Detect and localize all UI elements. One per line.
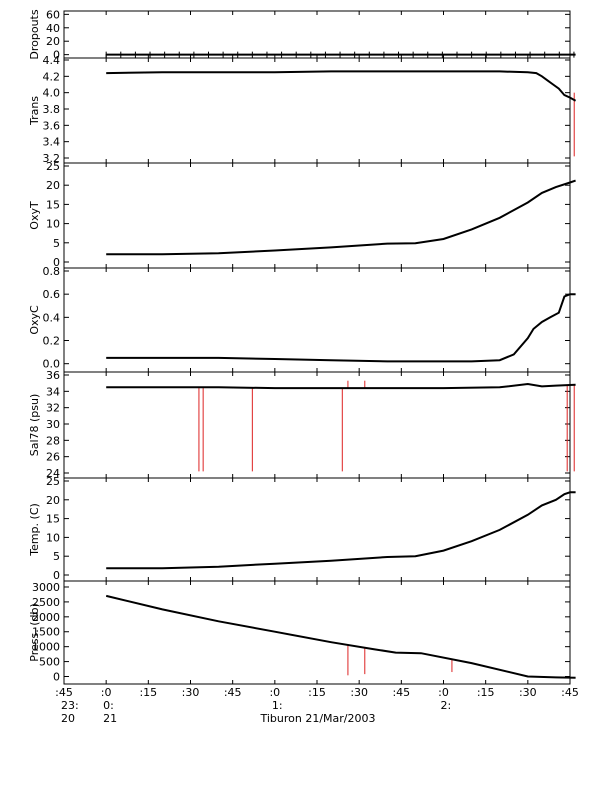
series-line bbox=[106, 491, 576, 570]
series-line bbox=[106, 293, 576, 363]
y-axis-label: OxyT bbox=[28, 201, 41, 230]
x-hour-label: 0: bbox=[103, 699, 114, 712]
y-tick-label: 5 bbox=[53, 237, 60, 250]
panel-frame bbox=[63, 477, 571, 582]
y-axis-label: Dropouts bbox=[28, 9, 41, 59]
y-axis-label: Trans bbox=[28, 96, 41, 126]
y-tick-label: 5 bbox=[53, 550, 60, 563]
y-tick-label: 10 bbox=[46, 218, 60, 231]
y-tick-label: 4.2 bbox=[43, 70, 61, 83]
y-tick-label: 2000 bbox=[32, 611, 60, 624]
y-tick-label: 1000 bbox=[32, 641, 60, 654]
y-tick-label: 0 bbox=[53, 49, 60, 62]
y-tick-label: 20 bbox=[46, 35, 60, 48]
panel-frame bbox=[63, 10, 571, 59]
x-hour-label: 1: bbox=[272, 699, 283, 712]
panel-frame bbox=[63, 162, 571, 269]
y-tick-label: 36 bbox=[46, 369, 60, 382]
y-tick-label: 3.4 bbox=[43, 136, 61, 149]
x-tick-label: :30 bbox=[519, 686, 537, 699]
y-axis-label: OxyC bbox=[28, 305, 41, 335]
series-line bbox=[106, 70, 577, 102]
y-tick-label: 500 bbox=[39, 656, 60, 669]
panel-frame bbox=[63, 267, 571, 373]
x-tick-label: :45 bbox=[392, 686, 410, 699]
x-tick-label: :15 bbox=[308, 686, 326, 699]
x-tick-label: :45 bbox=[561, 686, 579, 699]
y-tick-label: 0.6 bbox=[43, 288, 61, 301]
y-tick-label: 0 bbox=[53, 256, 60, 269]
x-hour-label: 2: bbox=[441, 699, 452, 712]
x-tick-label: :45 bbox=[55, 686, 73, 699]
y-tick-label: 30 bbox=[46, 418, 60, 431]
series-line bbox=[106, 382, 576, 390]
y-tick-label: 2500 bbox=[32, 596, 60, 609]
y-tick-label: 15 bbox=[46, 198, 60, 211]
y-tick-label: 24 bbox=[46, 467, 60, 480]
y-tick-label: 4.0 bbox=[43, 87, 61, 100]
y-tick-label: 26 bbox=[46, 451, 60, 464]
x-tick-label: :0 bbox=[101, 686, 112, 699]
y-tick-label: 40 bbox=[46, 22, 60, 35]
y-tick-label: 0.2 bbox=[43, 335, 61, 348]
x-axis-label: Tiburon 21/Mar/2003 bbox=[259, 712, 375, 725]
y-tick-label: 3.6 bbox=[43, 119, 61, 132]
y-tick-label: 25 bbox=[46, 160, 60, 173]
y-tick-label: 32 bbox=[46, 402, 60, 415]
panel-5: 0 5 10 15 20 25 Temp. (C) bbox=[28, 475, 576, 582]
panel-4: 24 26 28 30 32 34 36 Sal78 (psu) bbox=[28, 369, 576, 480]
y-tick-label: 60 bbox=[46, 8, 60, 21]
y-axis-label: Temp. (C) bbox=[28, 503, 41, 557]
y-tick-label: 10 bbox=[46, 531, 60, 544]
y-tick-label: 20 bbox=[46, 494, 60, 507]
y-tick-label: 25 bbox=[46, 475, 60, 488]
y-tick-label: 28 bbox=[46, 434, 60, 447]
x-tick-label: :0 bbox=[438, 686, 449, 699]
y-tick-label: 0.0 bbox=[43, 358, 61, 371]
y-tick-label: 34 bbox=[46, 385, 60, 398]
y-tick-label: 0.8 bbox=[43, 265, 61, 278]
x-day-label: 20 bbox=[61, 712, 75, 725]
y-tick-label: 0 bbox=[53, 671, 60, 684]
y-tick-label: 3.2 bbox=[43, 152, 61, 165]
x-tick-label: :15 bbox=[477, 686, 495, 699]
y-tick-label: 3.8 bbox=[43, 103, 61, 116]
x-tick-label: :30 bbox=[182, 686, 200, 699]
y-tick-label: 15 bbox=[46, 513, 60, 526]
y-tick-label: 3000 bbox=[32, 581, 60, 594]
series-line bbox=[106, 179, 576, 256]
x-tick-label: :45 bbox=[224, 686, 242, 699]
x-tick-label: :15 bbox=[139, 686, 157, 699]
x-tick-label: :30 bbox=[350, 686, 368, 699]
panel-3: 0.0 0.2 0.4 0.6 0.8 OxyC bbox=[28, 265, 576, 373]
y-tick-label: 20 bbox=[46, 179, 60, 192]
y-axis-label: Press. (db) bbox=[28, 603, 41, 662]
y-tick-label: 0 bbox=[53, 569, 60, 582]
x-hour-label: 23: bbox=[61, 699, 79, 712]
x-tick-label: :0 bbox=[269, 686, 280, 699]
panel-6: 0 500 1000 1500 2000 2500 3000 Press. (db) bbox=[28, 580, 576, 685]
y-axis-label: Sal78 (psu) bbox=[28, 394, 41, 457]
y-tick-label: 0.4 bbox=[43, 311, 61, 324]
panel-2: 0 5 10 15 20 25 OxyT bbox=[28, 160, 576, 269]
y-tick-label: 4.4 bbox=[43, 54, 61, 67]
panel-frame bbox=[63, 57, 571, 164]
y-tick-label: 1500 bbox=[32, 626, 60, 639]
x-day-label: 21 bbox=[103, 712, 117, 725]
series-line bbox=[105, 594, 576, 679]
panel-1: 3.2 3.4 3.6 3.8 4.0 4.2 4.4 Trans bbox=[28, 54, 577, 165]
